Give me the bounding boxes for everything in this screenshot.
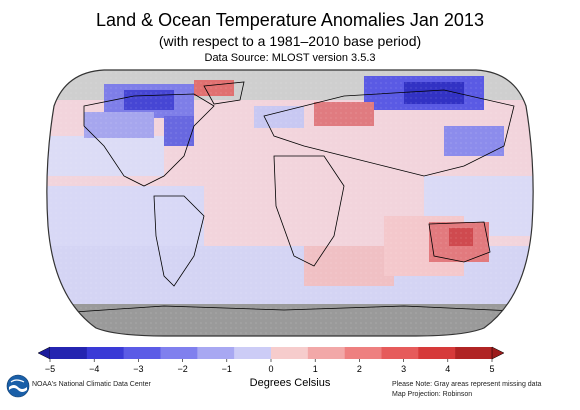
legend-tick-label: −3 (133, 364, 143, 374)
legend-tick-label: 5 (489, 364, 494, 374)
legend-swatch (123, 347, 161, 359)
continent-outlines (46, 81, 534, 315)
legend-tick-label: −2 (177, 364, 187, 374)
legend-tick-label: 4 (445, 364, 450, 374)
legend-tick-label: 1 (313, 364, 318, 374)
legend-unit-label: Degrees Celsius (249, 377, 331, 389)
legend-ticks: −5 −4 −3 −2 −1 0 1 2 3 4 5 (45, 359, 495, 374)
legend-tick-label: 0 (268, 364, 273, 374)
projection-note: Map Projection: Robinson (392, 391, 473, 398)
north-america-outline (83, 93, 215, 187)
africa-outline (273, 155, 345, 267)
legend-swatch (418, 347, 456, 359)
australia-outline (428, 221, 491, 263)
noaa-logo-icon (6, 374, 30, 398)
legend-tick-label: 2 (357, 364, 362, 374)
legend-swatch (271, 347, 309, 359)
legend-swatch (381, 347, 419, 359)
legend-right-arrow (491, 346, 505, 360)
color-legend: −5 −4 −3 −2 −1 0 1 2 3 4 5 (37, 346, 505, 374)
greenland-outline (203, 81, 245, 105)
legend-swatch (455, 347, 493, 359)
legend-tick-label: −4 (89, 364, 99, 374)
world-map (46, 69, 534, 337)
legend-swatch (50, 347, 88, 359)
org-credit: NOAA's National Climatic Data Center (32, 381, 151, 388)
legend-swatch (197, 347, 235, 359)
legend-swatch (160, 347, 198, 359)
eurasia-outline (263, 89, 515, 177)
legend-tick-label: 3 (401, 364, 406, 374)
legend-swatch (307, 347, 345, 359)
legend-swatch (344, 347, 382, 359)
map-frame (46, 69, 534, 337)
legend-bars (50, 347, 493, 359)
page-title: Land & Ocean Temperature Anomalies Jan 2… (96, 10, 484, 30)
legend-swatch (86, 347, 124, 359)
legend-tick-label: −5 (45, 364, 55, 374)
page-subtitle: (with respect to a 1981–2010 base period… (158, 33, 422, 49)
antarctica-outline (46, 305, 534, 315)
data-source: Data Source: MLOST version 3.5.3 (204, 52, 376, 64)
legend-tick-label: −1 (222, 364, 232, 374)
missing-data-note: Please Note: Gray areas represent missin… (392, 381, 542, 388)
south-america-outline (153, 195, 205, 287)
legend-swatch (234, 347, 272, 359)
legend-left-arrow (37, 346, 51, 360)
